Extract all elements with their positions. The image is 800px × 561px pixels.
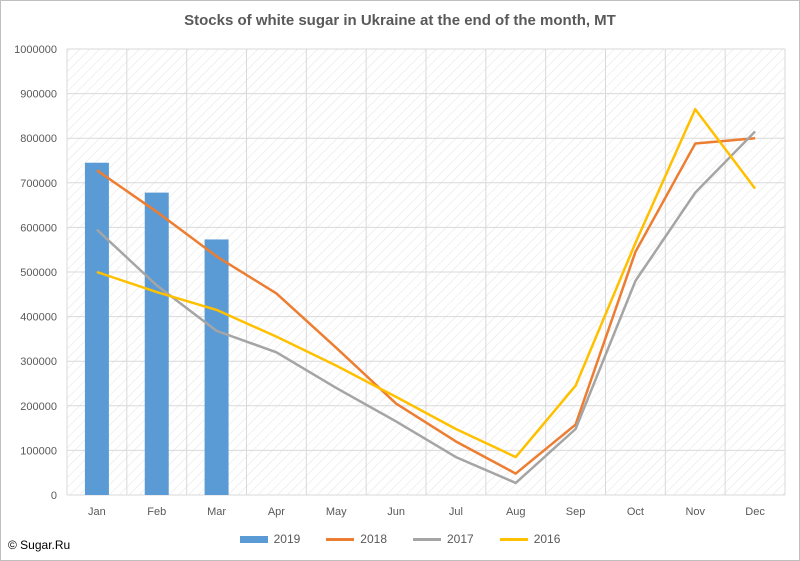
legend-swatch-2019 [239,535,268,543]
bar-2019 [144,192,169,495]
legend-label-2019: 2019 [273,532,301,546]
y-tick-label: 500000 [20,267,57,279]
bar-2019 [204,239,229,495]
legend-label-2016: 2016 [533,532,561,546]
legend-swatch-2016 [499,537,528,541]
legend-swatch-2018 [326,537,355,541]
x-tick-label: Mar [207,506,226,518]
y-tick-label: 1000000 [14,44,57,56]
x-tick-label: Oct [627,506,644,518]
x-tick-label: Sep [566,506,586,518]
chart-title: Stocks of white sugar in Ukraine at the … [184,12,616,29]
y-tick-label: 200000 [20,401,57,413]
x-tick-label: Jul [449,506,463,518]
legend-item-2019: 2019 [239,532,301,546]
legend-swatch-2017 [413,537,441,541]
x-tick-label: Jan [88,506,106,518]
x-tick-label: Feb [147,506,166,518]
legend-item-2016: 2016 [499,532,561,546]
x-tick-label: Jun [387,506,405,518]
line-series-2017 [96,130,756,485]
x-tick-label: May [326,506,347,518]
x-tick-label: Aug [506,506,526,518]
y-tick-label: 600000 [20,222,57,234]
x-tick-label: Apr [268,506,285,518]
chart-legend: 2019 2018 2017 2016 [0,532,800,546]
line-series-2016 [96,107,757,459]
y-tick-label: 800000 [20,133,57,145]
bar-2019 [84,162,109,496]
line-series-2018 [96,136,756,475]
legend-item-2018: 2018 [326,532,387,546]
y-tick-label: 900000 [20,89,57,101]
y-tick-label: 100000 [20,445,57,457]
y-tick-label: 300000 [20,356,57,368]
y-tick-label: 0 [51,490,57,502]
legend-label-2018: 2018 [360,532,387,546]
x-tick-label: Dec [745,506,765,518]
y-tick-label: 700000 [20,178,57,190]
x-tick-label: Nov [685,506,705,518]
y-tick-label: 400000 [20,312,57,324]
copyright-credit: © Sugar.Ru [8,538,71,552]
legend-item-2017: 2017 [413,532,474,546]
legend-label-2017: 2017 [447,532,474,546]
